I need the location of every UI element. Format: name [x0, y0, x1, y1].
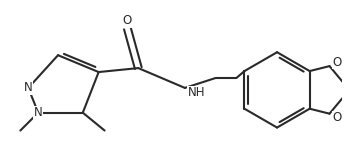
Text: N: N	[24, 81, 33, 94]
Text: O: O	[333, 111, 342, 124]
Text: O: O	[123, 14, 132, 27]
Text: NH: NH	[188, 86, 205, 99]
Text: N: N	[34, 106, 43, 119]
Text: O: O	[333, 56, 342, 69]
